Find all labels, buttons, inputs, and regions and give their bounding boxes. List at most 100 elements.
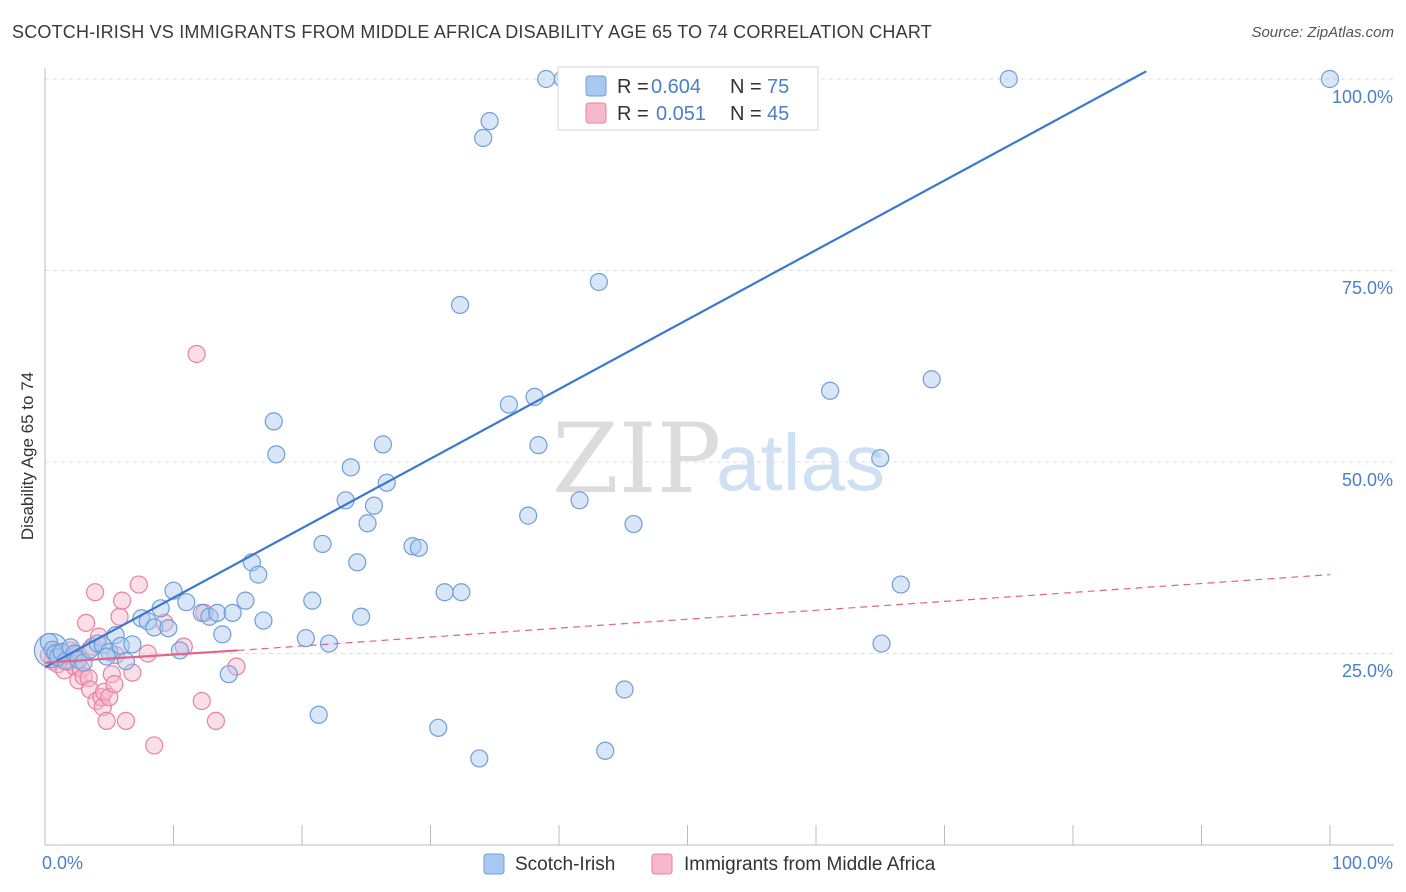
y-tick-label-75: 75.0% xyxy=(1342,278,1393,298)
scotch-irish-point xyxy=(1320,69,1340,89)
middle-africa-point xyxy=(123,663,142,682)
scotch-irish-point xyxy=(145,618,164,637)
scotch-irish-point xyxy=(922,370,941,389)
y-tick-label-100: 100.0% xyxy=(1332,87,1393,107)
scotch-irish-point xyxy=(97,647,116,666)
bottom-legend-label-scotch-irish: Scotch-Irish xyxy=(515,854,615,875)
watermark-zip: ZIP xyxy=(552,403,721,515)
scotch-irish-point xyxy=(341,458,360,477)
scotch-irish-point xyxy=(624,514,643,534)
x-axis-ticks xyxy=(44,825,1331,845)
middle-africa-trend-line-dashed xyxy=(237,574,1331,652)
scotch-irish-point xyxy=(267,445,286,464)
scotch-irish-point xyxy=(872,634,891,653)
scotch-irish-point xyxy=(615,680,634,699)
scotch-irish-point xyxy=(249,565,268,584)
scotch-irish-point xyxy=(403,537,422,556)
x-tick-label-100: 100.0% xyxy=(1332,853,1393,873)
scotch-irish-point xyxy=(999,69,1018,89)
legend-n-label-1: N = xyxy=(730,76,762,98)
middle-africa-point xyxy=(77,613,96,632)
middle-africa-point xyxy=(112,591,132,610)
scotch-irish-point xyxy=(589,272,608,292)
legend-n-value-1: 75 xyxy=(767,76,789,98)
scotch-irish-point xyxy=(474,128,493,148)
scotch-irish-point xyxy=(159,619,178,638)
scotch-irish-point xyxy=(213,625,232,644)
scotch-irish-point xyxy=(450,295,470,315)
scotch-irish-point xyxy=(529,436,548,455)
scotch-irish-point xyxy=(435,583,454,602)
scotch-irish-point xyxy=(296,629,315,648)
scotch-irish-point xyxy=(254,611,273,630)
bottom-legend-swatch-scotch-irish xyxy=(483,853,505,875)
scotch-irish-point xyxy=(236,591,255,610)
scotch-irish-point xyxy=(309,705,328,724)
scotch-irish-point xyxy=(596,741,615,760)
middle-africa-point xyxy=(95,682,114,701)
legend-swatch-scotch-irish xyxy=(585,75,607,97)
legend-r-value-2: 0.051 xyxy=(656,103,706,125)
legend-r-label-2: R = xyxy=(617,103,649,125)
scotch-irish-point xyxy=(303,591,322,610)
bottom-legend-swatch-middle-africa xyxy=(651,853,673,875)
scotch-irish-point xyxy=(208,603,227,623)
legend-r-label-1: R = xyxy=(617,76,649,98)
trend-lines xyxy=(44,70,1331,669)
middle-africa-point xyxy=(97,711,116,731)
scotch-irish-point xyxy=(358,514,377,533)
series-immigrants-middle-africa-points xyxy=(39,344,246,755)
scotch-irish-point xyxy=(470,749,489,768)
scotch-irish-point xyxy=(348,553,367,572)
y-tick-labels: 25.0% 50.0% 75.0% 100.0% xyxy=(1332,87,1393,681)
scotch-irish-point xyxy=(537,69,556,89)
scotch-irish-point xyxy=(570,491,589,510)
scotch-irish-point xyxy=(480,112,499,131)
scotch-irish-point xyxy=(499,395,518,414)
scotch-irish-point xyxy=(364,496,384,515)
scotch-irish-point xyxy=(223,603,242,623)
scotch-irish-point xyxy=(891,575,910,594)
middle-africa-point xyxy=(93,698,112,717)
scotch-irish-point xyxy=(821,381,840,400)
scotch-irish-point xyxy=(871,449,890,468)
scotch-irish-point xyxy=(264,412,283,431)
source-label: Source: ZipAtlas.com xyxy=(1251,24,1394,41)
middle-africa-point xyxy=(187,344,206,364)
bottom-legend: Scotch-Irish Immigrants from Middle Afri… xyxy=(483,853,936,875)
series-scotch-irish-points xyxy=(33,69,1340,768)
scotch-irish-point xyxy=(452,583,471,602)
watermark: ZIP atlas xyxy=(552,403,885,515)
scotch-irish-point xyxy=(373,435,393,454)
x-tick-label-0: 0.0% xyxy=(42,853,83,873)
scotch-irish-point xyxy=(116,652,136,671)
scotch-irish-point xyxy=(409,538,429,557)
middle-africa-point xyxy=(206,711,226,731)
middle-africa-point xyxy=(192,691,211,711)
legend-swatch-middle-africa xyxy=(585,102,607,124)
legend-n-value-2: 45 xyxy=(767,103,789,125)
middle-africa-point xyxy=(227,657,246,676)
chart-title: SCOTCH-IRISH VS IMMIGRANTS FROM MIDDLE A… xyxy=(12,22,932,42)
scotch-irish-point xyxy=(170,641,190,660)
legend-r-value-1: 0.604 xyxy=(651,76,701,98)
middle-africa-point xyxy=(116,711,136,731)
middle-africa-point xyxy=(129,575,148,594)
scotch-irish-point xyxy=(429,718,448,737)
correlation-legend: R = 0.604 N = 75 R = 0.051 N = 45 xyxy=(557,66,819,131)
scotch-irish-point xyxy=(352,607,371,626)
scotch-irish-point xyxy=(123,635,142,654)
scotch-irish-point xyxy=(313,534,332,554)
y-axis-title: Disability Age 65 to 74 xyxy=(18,372,37,540)
middle-africa-point xyxy=(105,675,124,694)
scotch-irish-trend-line xyxy=(44,70,1147,669)
scotch-irish-point xyxy=(519,506,538,525)
middle-africa-trend-line-solid xyxy=(44,649,238,664)
scotch-irish-point xyxy=(219,665,238,684)
legend-n-label-2: N = xyxy=(730,103,762,125)
middle-africa-point xyxy=(145,736,164,755)
scotch-irish-point xyxy=(177,593,196,612)
bottom-legend-label-middle-africa: Immigrants from Middle Africa xyxy=(684,854,936,875)
y-tick-label-25: 25.0% xyxy=(1342,661,1393,681)
